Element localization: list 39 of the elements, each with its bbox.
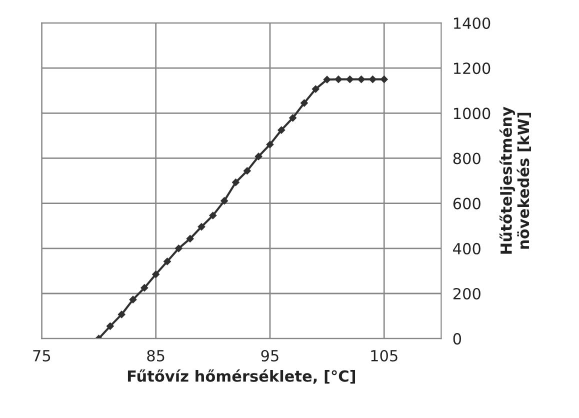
point [244, 167, 251, 175]
y-tick-label: 0 [453, 333, 462, 345]
point [198, 223, 206, 230]
point [380, 76, 388, 83]
point [323, 76, 331, 84]
point [129, 296, 137, 304]
x-tick-label: 95 [261, 350, 278, 362]
point [312, 85, 320, 93]
point [300, 99, 308, 107]
point [334, 76, 342, 83]
point [118, 310, 126, 318]
point [220, 197, 228, 204]
x-tick-label: 105 [371, 350, 398, 362]
y-tick-label: 600 [453, 198, 480, 210]
point [152, 270, 160, 278]
y-tick-label: 800 [453, 152, 480, 164]
point [358, 76, 365, 83]
y-axis-title: Hűtőteljesítmény növekedés [kW] [500, 106, 531, 254]
point [289, 114, 296, 122]
y-tick-label: 1200 [454, 62, 490, 74]
point [140, 284, 148, 292]
point [232, 178, 240, 186]
point [254, 152, 262, 160]
y-tick-label: 200 [453, 288, 480, 300]
x-axis-title: Fűtővíz hőmérséklete, [°C] [128, 369, 356, 384]
x-tick-label: 85 [147, 350, 164, 362]
point [164, 258, 171, 266]
point [209, 212, 217, 220]
point [266, 140, 274, 148]
y-tick-label: 1000 [454, 108, 490, 120]
point [278, 126, 286, 134]
point [369, 76, 376, 83]
y-tick-label: 1400 [454, 17, 490, 30]
point [186, 235, 194, 242]
y-tick-label: 400 [453, 242, 480, 254]
point [346, 76, 354, 83]
x-tick-label: 75 [33, 350, 50, 362]
point [106, 322, 114, 330]
point [175, 244, 182, 252]
